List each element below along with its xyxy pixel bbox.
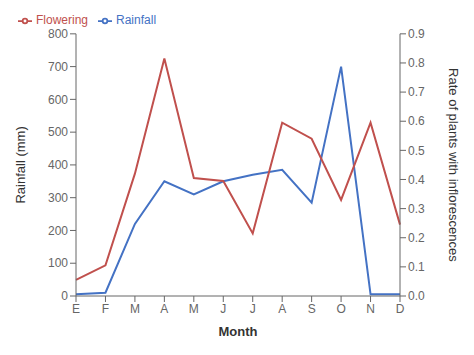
svg-text:0.7: 0.7 <box>408 85 425 99</box>
html-text:Rainfall: Rainfall <box>116 13 157 27</box>
svg-text:J: J <box>250 302 256 316</box>
svg-text:200: 200 <box>48 224 68 238</box>
svg-text:M: M <box>130 302 140 316</box>
svg-text:M: M <box>189 302 199 316</box>
svg-text:400: 400 <box>48 158 68 172</box>
svg-text:500: 500 <box>48 125 68 139</box>
svg-text:Rate of plants with infloresce: Rate of plants with inflorescences <box>446 68 461 262</box>
svg-text:E: E <box>72 302 80 316</box>
svg-text:A: A <box>160 302 168 316</box>
svg-text:0.2: 0.2 <box>408 231 425 245</box>
svg-text:0.3: 0.3 <box>408 202 425 216</box>
svg-text:0.5: 0.5 <box>408 144 425 158</box>
html-text:Flowering: Flowering <box>36 13 88 27</box>
svg-text:0: 0 <box>61 289 68 303</box>
svg-text:Rainfall (mm): Rainfall (mm) <box>13 126 28 203</box>
svg-text:300: 300 <box>48 191 68 205</box>
svg-text:0.8: 0.8 <box>408 56 425 70</box>
svg-text:0.0: 0.0 <box>408 289 425 303</box>
svg-text:0.6: 0.6 <box>408 114 425 128</box>
svg-text:A: A <box>278 302 286 316</box>
svg-text:0.1: 0.1 <box>408 260 425 274</box>
svg-text:N: N <box>366 302 375 316</box>
svg-text:Month: Month <box>219 324 258 339</box>
svg-text:S: S <box>308 302 316 316</box>
svg-text:600: 600 <box>48 93 68 107</box>
svg-text:F: F <box>102 302 109 316</box>
svg-text:J: J <box>220 302 226 316</box>
svg-text:D: D <box>396 302 405 316</box>
svg-text:O: O <box>336 302 345 316</box>
svg-text:0.4: 0.4 <box>408 173 425 187</box>
svg-text:100: 100 <box>48 256 68 270</box>
svg-text:700: 700 <box>48 60 68 74</box>
svg-text:800: 800 <box>48 27 68 41</box>
svg-text:0.9: 0.9 <box>408 27 425 41</box>
